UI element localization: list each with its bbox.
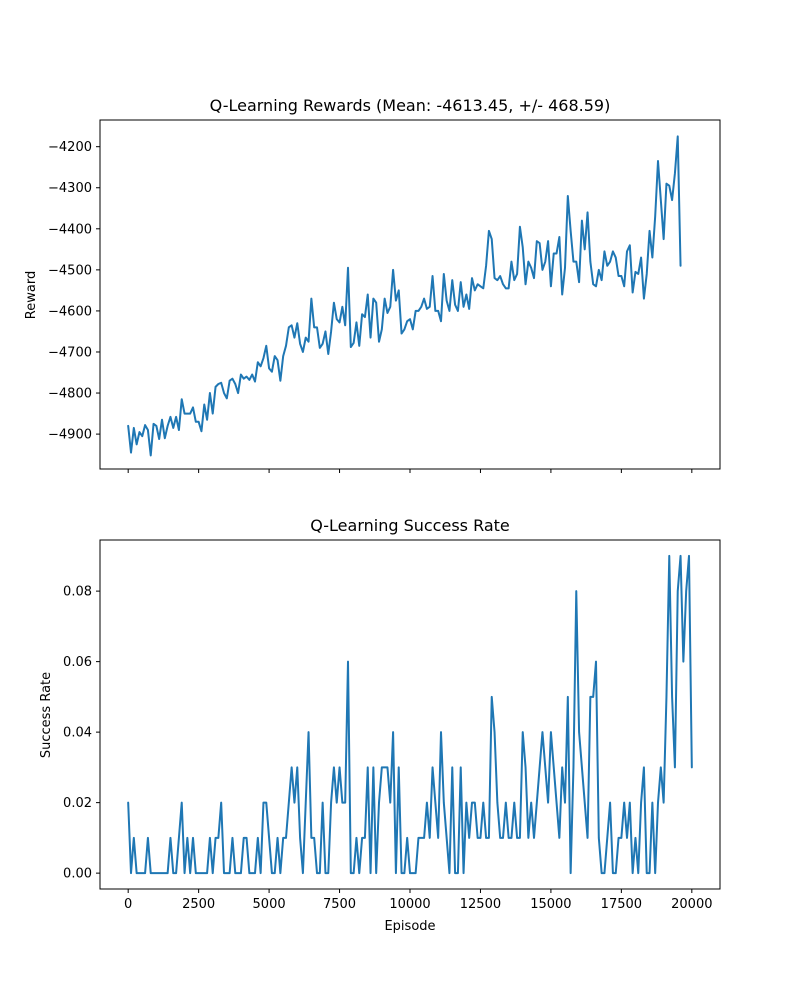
success-rate-y-tick-label: 0.08 (63, 585, 92, 600)
success-rate-chart-title: Q-Learning Success Rate (310, 516, 510, 535)
rewards-line (127, 135, 682, 457)
rewards-y-axis-label: Reward (24, 271, 39, 319)
success-rate-line (127, 554, 693, 875)
success-rate-axes-frame (99, 539, 721, 890)
success-rate-y-tick-label: 0.06 (63, 655, 92, 670)
rewards-y-tick-label: −4900 (48, 428, 92, 443)
success-rate-y-tick-label: 0.04 (63, 726, 92, 741)
success-rate-x-tick-label: 12500 (460, 897, 501, 912)
success-rate-y-tick-label: 0.02 (63, 796, 92, 811)
success-rate-y-tick-label: 0.00 (63, 867, 92, 882)
success-rate-series (127, 554, 693, 875)
success-rate-x-tick-label: 15000 (530, 897, 571, 912)
rewards-y-tick-label: −4200 (48, 140, 92, 155)
success-rate-panel: Q-Learning Success Rate Success Rate Epi… (39, 516, 721, 934)
success-rate-x-tick-label: 10000 (389, 897, 430, 912)
success-rate-x-tick-label: 0 (124, 897, 132, 912)
success-rate-x-ticks: 0 2500 5000 7500 10000 12500 15000 17500 20000 (124, 889, 712, 912)
rewards-panel: Q-Learning Rewards (Mean: -4613.45, +/- … (24, 96, 721, 473)
success-rate-x-tick-label: 17500 (601, 897, 642, 912)
rewards-axes-frame (99, 119, 721, 470)
success-rate-x-tick-label: 7500 (323, 897, 356, 912)
success-rate-x-tick-label: 5000 (253, 897, 286, 912)
rewards-y-tick-label: −4600 (48, 304, 92, 319)
success-rate-x-tick-label: 20000 (671, 897, 712, 912)
rewards-y-tick-label: −4500 (48, 263, 92, 278)
success-rate-y-axis-label: Success Rate (39, 672, 54, 758)
rewards-chart-title: Q-Learning Rewards (Mean: -4613.45, +/- … (210, 96, 611, 115)
episode-x-axis-label: Episode (384, 919, 435, 934)
rewards-y-tick-label: −4400 (48, 222, 92, 237)
success-rate-x-tick-label: 2500 (182, 897, 215, 912)
success-rate-y-ticks: 0.00 0.02 0.04 0.06 0.08 (63, 585, 100, 882)
rewards-y-ticks: −4900 −4800 −4700 −4600 −4500 −4400 −4300 −4200 (48, 140, 100, 443)
rewards-y-tick-label: −4300 (48, 181, 92, 196)
rewards-series (127, 135, 682, 457)
rewards-y-tick-label: −4700 (48, 345, 92, 360)
rewards-x-ticks (127, 469, 693, 473)
rewards-y-tick-label: −4800 (48, 387, 92, 402)
